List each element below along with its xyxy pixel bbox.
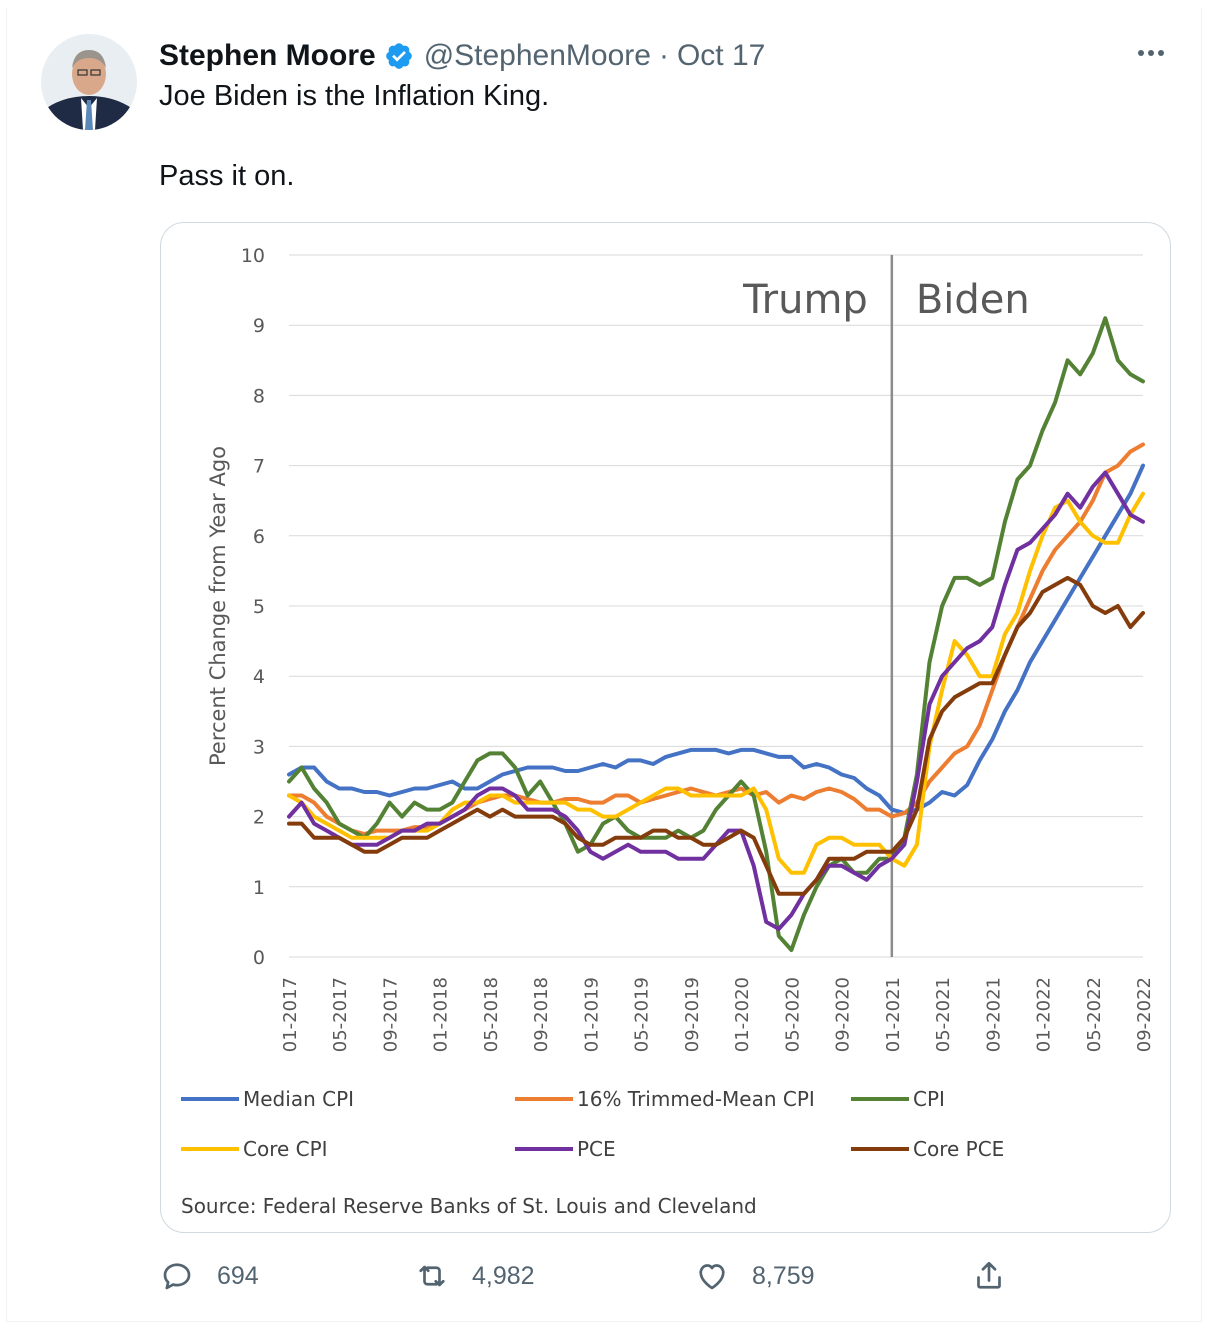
tweet-header: Stephen Moore @StephenMoore · Oct 17 [159,38,765,74]
series-line-1 [287,442,1145,837]
tweet-actions: 694 4,982 8,759 [159,1258,1159,1298]
region-label-trump: Trump [742,277,868,323]
x-tick-label: 05-2021 [933,977,954,1052]
y-tick-label: 2 [253,807,265,829]
x-tick-label: 05-2019 [632,977,653,1052]
media-image[interactable]: 0 1 2 3 4 5 6 7 8 9 10 Percent Change from Year Ago… [160,222,1171,1233]
series-line-3 [287,491,1145,875]
x-tick-label: 09-2017 [380,977,401,1052]
x-tick-label: 09-2019 [682,977,703,1052]
y-tick-label: 5 [253,596,265,618]
series-line-5 [287,575,1145,896]
series-line-0 [287,463,1145,816]
share-icon [977,1261,1001,1289]
x-tick-label: 05-2018 [481,977,502,1052]
x-tick-label: 09-2018 [531,977,552,1052]
legend-label: Core PCE [913,1137,1004,1161]
series-line-4 [287,470,1145,931]
x-tick-label: 05-2020 [782,977,803,1052]
x-tick-label: 01-2020 [732,977,753,1052]
reply-count: 694 [217,1261,259,1290]
avatar[interactable] [41,34,137,130]
inflation-chart: 0 1 2 3 4 5 6 7 8 9 10 Percent Change from Year Ago… [181,245,1155,1218]
reply-icon [163,1263,191,1290]
share-button[interactable] [971,1258,1007,1294]
x-tick-label: 01-2019 [581,977,602,1052]
region-label-biden: Biden [916,277,1030,323]
y-tick-label: 0 [253,947,265,969]
chart-source: Source: Federal Reserve Banks of St. Lou… [181,1194,757,1218]
x-tick-label: 01-2018 [431,977,452,1052]
y-axis-label: Percent Change from Year Ago [206,446,230,766]
x-tick-label: 01-2017 [280,977,301,1052]
tweet-text-line-1: Joe Biden is the Inflation King. [159,80,550,112]
heart-icon [699,1264,725,1290]
y-tick-label: 3 [253,736,265,758]
verified-badge-icon [384,41,414,71]
y-tick-label: 7 [253,456,265,478]
x-tick-label: 05-2022 [1084,977,1105,1052]
retweet-count: 4,982 [472,1261,535,1290]
legend-label: CPI [913,1087,945,1111]
x-tick-label: 01-2021 [883,977,904,1052]
x-tick-label: 01-2022 [1034,977,1055,1052]
more-options-icon[interactable] [1131,38,1171,68]
y-tick-label: 1 [253,877,265,899]
x-tick-label: 09-2021 [983,977,1004,1052]
separator-dot: · [658,39,669,72]
author-name[interactable]: Stephen Moore [159,39,376,72]
retweet-icon [419,1265,445,1287]
tweet-date[interactable]: Oct 17 [676,39,766,72]
x-tick-label: 09-2020 [833,977,854,1052]
legend-label: Core CPI [243,1137,328,1161]
tweet[interactable]: Stephen Moore @StephenMoore · Oct 17 Joe… [6,8,1202,1322]
y-tick-label: 8 [253,385,265,407]
author-handle[interactable]: @StephenMoore [423,39,651,72]
like-count: 8,759 [752,1261,815,1290]
like-button[interactable]: 8,759 [694,1258,815,1294]
y-tick-label: 9 [253,315,265,337]
legend-label: PCE [577,1137,616,1161]
legend-label: Median CPI [243,1087,354,1111]
legend-label: 16% Trimmed-Mean CPI [577,1087,815,1111]
x-tick-label: 05-2017 [330,977,351,1052]
retweet-button[interactable]: 4,982 [414,1258,535,1294]
y-tick-label: 4 [253,666,265,688]
y-tick-label: 10 [241,245,265,267]
x-tick-label: 09-2022 [1134,977,1155,1052]
y-tick-label: 6 [253,526,265,548]
tweet-text-line-2: Pass it on. [159,160,295,192]
reply-button[interactable]: 694 [159,1258,259,1294]
series-line-2 [287,316,1145,952]
